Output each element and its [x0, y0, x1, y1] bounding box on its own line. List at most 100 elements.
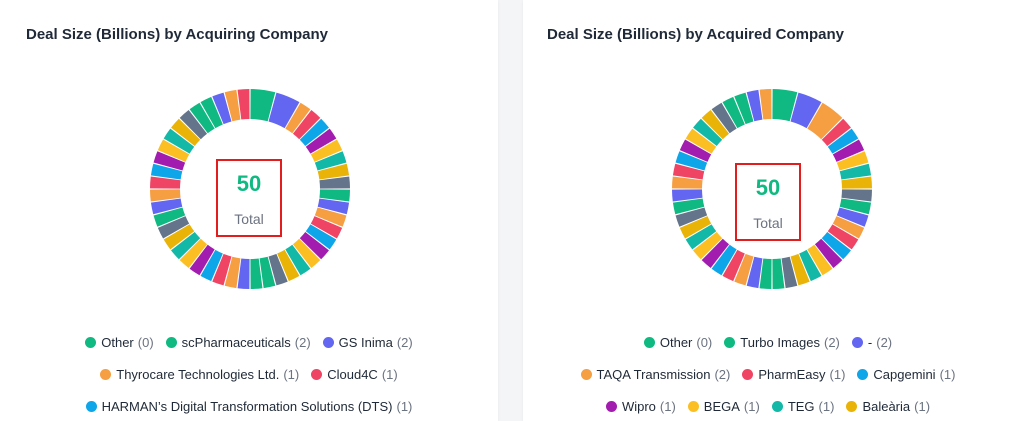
donut-slice[interactable]: [310, 139, 343, 162]
donut-slice[interactable]: [685, 224, 717, 250]
donut-slice[interactable]: [200, 96, 223, 129]
donut-slice[interactable]: [679, 216, 712, 239]
donut-slice[interactable]: [839, 198, 872, 215]
donut-slice[interactable]: [189, 244, 215, 276]
donut-slice[interactable]: [814, 238, 843, 268]
legend-item[interactable]: PharmEasy (1): [742, 367, 845, 382]
donut-slice[interactable]: [711, 102, 737, 134]
donut-slice[interactable]: [711, 244, 737, 276]
donut-slice[interactable]: [790, 92, 822, 129]
donut-slice[interactable]: [722, 249, 745, 282]
donut-slice[interactable]: [836, 151, 869, 171]
donut-slice[interactable]: [310, 216, 343, 239]
donut-slice[interactable]: [821, 118, 851, 147]
legend-item[interactable]: TEG (1): [771, 399, 834, 414]
donut-slice[interactable]: [781, 256, 798, 289]
donut-slice[interactable]: [163, 224, 195, 250]
donut-slice[interactable]: [675, 207, 708, 227]
donut-slice[interactable]: [250, 258, 263, 289]
donut-slice[interactable]: [799, 249, 822, 282]
donut-slice[interactable]: [314, 207, 347, 227]
donut-slice[interactable]: [841, 189, 872, 202]
donut-slice[interactable]: [734, 92, 754, 125]
legend-item[interactable]: Turbo Images (2): [724, 335, 840, 350]
donut-slice[interactable]: [224, 256, 241, 289]
donut-slice[interactable]: [672, 198, 705, 215]
donut-slice[interactable]: [827, 224, 859, 250]
legend-item[interactable]: Baleària (1): [846, 399, 930, 414]
donut-slice[interactable]: [285, 244, 311, 276]
donut-slice[interactable]: [299, 231, 329, 260]
donut-slice[interactable]: [807, 244, 833, 276]
donut-slice[interactable]: [292, 110, 321, 140]
donut-slice[interactable]: [319, 176, 350, 189]
donut-slice[interactable]: [314, 151, 347, 171]
legend-item[interactable]: Thyrocare Technologies Ltd. (1): [100, 367, 299, 382]
donut-slice[interactable]: [237, 258, 250, 289]
legend-item[interactable]: - (2): [851, 335, 892, 350]
donut-slice[interactable]: [839, 163, 872, 180]
donut-slice[interactable]: [734, 253, 754, 286]
donut-slice[interactable]: [821, 231, 851, 260]
donut-slice[interactable]: [672, 176, 703, 189]
legend-item[interactable]: GS Inima (2): [322, 335, 413, 350]
donut-slice[interactable]: [150, 176, 181, 189]
donut-slice[interactable]: [807, 102, 843, 140]
donut-slice[interactable]: [841, 176, 872, 189]
donut-slice[interactable]: [237, 89, 250, 120]
donut-slice[interactable]: [759, 89, 772, 120]
donut-slice[interactable]: [153, 207, 186, 227]
donut-slice[interactable]: [299, 118, 329, 147]
legend-item[interactable]: HARMAN’s Digital Transformation Solution…: [85, 399, 412, 414]
donut-slice[interactable]: [836, 207, 869, 227]
donut-slice[interactable]: [832, 216, 865, 239]
donut-slice[interactable]: [693, 231, 723, 260]
legend-item[interactable]: BEGA (1): [687, 399, 760, 414]
donut-slice[interactable]: [675, 151, 708, 171]
donut-slice[interactable]: [305, 224, 337, 250]
legend-item[interactable]: Other (0): [643, 335, 712, 350]
donut-slice[interactable]: [679, 139, 712, 162]
donut-slice[interactable]: [179, 238, 208, 268]
donut-slice[interactable]: [189, 102, 215, 134]
legend-item[interactable]: Other (0): [85, 335, 154, 350]
donut-slice[interactable]: [319, 189, 350, 202]
donut-slice[interactable]: [827, 128, 859, 154]
donut-slice[interactable]: [701, 110, 730, 140]
donut-slice[interactable]: [277, 249, 300, 282]
legend-item[interactable]: TAQA Transmission (2): [580, 367, 730, 382]
donut-slice[interactable]: [268, 92, 300, 129]
legend-item[interactable]: Wipro (1): [605, 399, 676, 414]
donut-slice[interactable]: [150, 163, 183, 180]
donut-slice[interactable]: [772, 89, 798, 122]
donut-slice[interactable]: [179, 110, 208, 140]
legend-item[interactable]: scPharmaceuticals (2): [165, 335, 311, 350]
donut-slice[interactable]: [759, 258, 772, 289]
donut-slice[interactable]: [772, 258, 785, 289]
donut-slice[interactable]: [259, 256, 276, 289]
donut-slice[interactable]: [693, 118, 723, 147]
donut-slice[interactable]: [212, 92, 232, 125]
donut-slice[interactable]: [212, 253, 232, 286]
donut-slice[interactable]: [317, 198, 350, 215]
donut-slice[interactable]: [157, 139, 190, 162]
donut-slice[interactable]: [153, 151, 186, 171]
donut-slice[interactable]: [317, 163, 350, 180]
donut-slice[interactable]: [157, 216, 190, 239]
donut-slice[interactable]: [268, 253, 288, 286]
donut-slice[interactable]: [292, 238, 321, 268]
donut-slice[interactable]: [790, 253, 810, 286]
donut-slice[interactable]: [832, 139, 865, 162]
donut-slice[interactable]: [250, 89, 276, 122]
donut-slice[interactable]: [150, 189, 181, 202]
donut-slice[interactable]: [685, 128, 717, 154]
legend-item[interactable]: Cloud4C (1): [311, 367, 398, 382]
donut-slice[interactable]: [672, 163, 705, 180]
donut-slice[interactable]: [224, 89, 241, 122]
donut-slice[interactable]: [200, 249, 223, 282]
legend-item[interactable]: Capgemini (1): [857, 367, 955, 382]
donut-slice[interactable]: [305, 128, 337, 154]
donut-slice[interactable]: [150, 198, 183, 215]
donut-slice[interactable]: [722, 96, 745, 129]
donut-slice[interactable]: [171, 118, 201, 147]
